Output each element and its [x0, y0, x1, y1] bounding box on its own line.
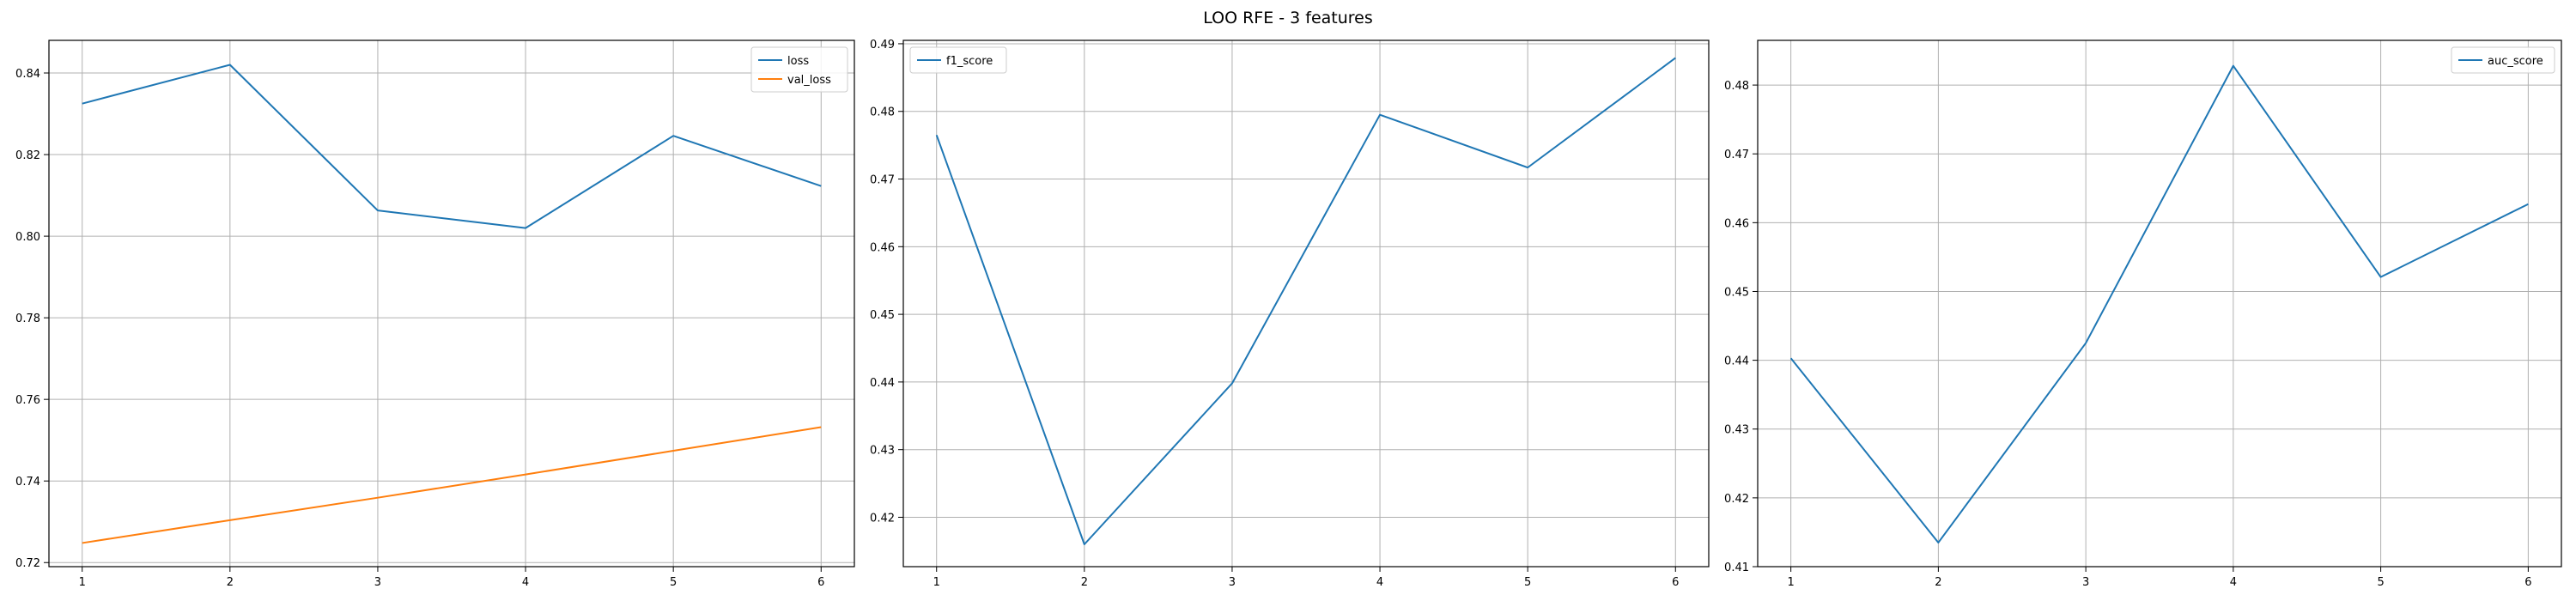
legend: loss val_loss	[750, 46, 848, 93]
y-tick-label-2: 0.42	[1724, 493, 1749, 506]
x-tick-label-3: 3	[2082, 576, 2089, 589]
x-tick-label-4: 4	[2230, 576, 2237, 589]
axes-frame	[48, 39, 855, 568]
y-tick-label-6: 0.82	[15, 149, 40, 162]
y-tick-label-5: 0.46	[870, 241, 895, 254]
figure-title: LOO RFE - 3 features	[1203, 9, 1373, 27]
y-tick-label-3: 0.76	[15, 394, 40, 407]
x-tick-label-2: 2	[1081, 576, 1088, 589]
series-line-f1-score	[935, 57, 1676, 545]
y-tick-label-2: 0.74	[15, 476, 40, 489]
legend-label-val-loss: val_loss	[787, 74, 831, 87]
y-tick-label-8: 0.48	[1724, 80, 1749, 93]
subplot-2: 1 2 3 4 5 6 0.42 0.43 0.44 0.45 0.46 0.47 0.48 0.49 f1…	[870, 39, 1710, 589]
legend-label-auc-score: auc_score	[2488, 55, 2543, 68]
y-tick-label-6: 0.47	[870, 174, 895, 187]
y-tick-label-7: 0.84	[15, 68, 40, 81]
y-tick-label-1: 0.72	[15, 557, 40, 570]
legend: auc_score	[2451, 46, 2555, 74]
legend: f1_score	[909, 46, 1007, 74]
series-line-val-loss	[82, 426, 822, 544]
y-tick-label-1: 0.42	[870, 512, 895, 525]
y-tick-label-5: 0.80	[15, 231, 40, 244]
legend-label-f1-score: f1_score	[946, 55, 993, 68]
x-tick-label-5: 5	[670, 576, 677, 589]
y-tick-label-3: 0.43	[1724, 424, 1749, 437]
series-line-loss	[82, 64, 822, 229]
x-tick-label-3: 3	[374, 576, 381, 589]
legend-box	[909, 46, 1007, 74]
y-tick-label-8: 0.49	[870, 39, 895, 52]
y-tick-label-4: 0.78	[15, 313, 40, 325]
series-line-auc-score	[1789, 64, 2529, 543]
y-tick-label-6: 0.46	[1724, 217, 1749, 230]
x-tick-label-1: 1	[79, 576, 86, 589]
subplot-3: 1 2 3 4 5 6 0.41 0.42 0.43 0.44 0.45 0.46 0.47 0.48 au…	[1724, 39, 2562, 589]
x-tick-label-3: 3	[1229, 576, 1236, 589]
legend-box	[750, 46, 848, 93]
y-tick-label-4: 0.44	[1724, 355, 1749, 368]
x-tick-label-6: 6	[2524, 576, 2531, 589]
y-tick-label-4: 0.45	[870, 309, 895, 322]
x-tick-label-5: 5	[1524, 576, 1531, 589]
y-tick-label-7: 0.48	[870, 106, 895, 119]
axes-frame	[1757, 39, 2562, 568]
axes-frame	[902, 39, 1710, 568]
subplot-1: 1 2 3 4 5 6 0.72 0.74 0.76 0.78 0.80 0.82 0.84 loss va…	[15, 39, 855, 589]
x-tick-label-5: 5	[2377, 576, 2384, 589]
x-tick-label-4: 4	[522, 576, 529, 589]
y-tick-label-2: 0.43	[870, 445, 895, 458]
x-tick-label-2: 2	[227, 576, 234, 589]
x-tick-label-1: 1	[933, 576, 940, 589]
x-tick-label-2: 2	[1935, 576, 1941, 589]
x-tick-label-6: 6	[817, 576, 824, 589]
y-tick-label-7: 0.47	[1724, 149, 1749, 161]
x-tick-label-4: 4	[1376, 576, 1383, 589]
legend-box	[2451, 46, 2555, 74]
x-tick-label-6: 6	[1672, 576, 1679, 589]
y-tick-label-3: 0.44	[870, 377, 895, 390]
y-tick-label-5: 0.45	[1724, 286, 1749, 299]
legend-label-loss: loss	[787, 55, 809, 68]
x-tick-label-1: 1	[1788, 576, 1795, 589]
y-tick-label-1: 0.41	[1724, 562, 1749, 574]
